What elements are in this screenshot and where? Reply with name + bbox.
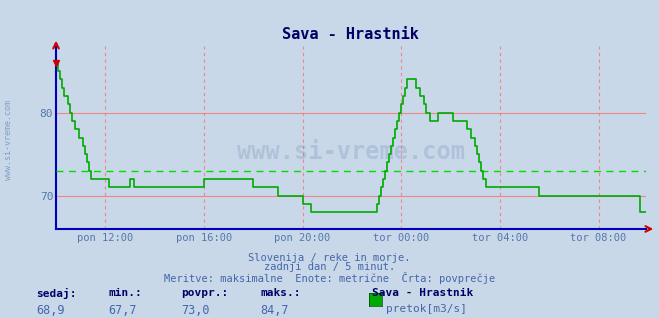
Text: pretok[m3/s]: pretok[m3/s] [386,304,467,314]
Text: 84,7: 84,7 [260,304,289,317]
Text: www.si-vreme.com: www.si-vreme.com [237,140,465,164]
Text: Meritve: maksimalne  Enote: metrične  Črta: povprečje: Meritve: maksimalne Enote: metrične Črta… [164,272,495,284]
Text: 73,0: 73,0 [181,304,210,317]
Text: zadnji dan / 5 minut.: zadnji dan / 5 minut. [264,262,395,272]
Text: povpr.:: povpr.: [181,288,229,298]
Title: Sava - Hrastnik: Sava - Hrastnik [283,27,419,42]
Text: maks.:: maks.: [260,288,301,298]
Text: 67,7: 67,7 [109,304,137,317]
Text: min.:: min.: [109,288,142,298]
Text: Slovenija / reke in morje.: Slovenija / reke in morje. [248,253,411,263]
Text: Sava - Hrastnik: Sava - Hrastnik [372,288,474,298]
Text: sedaj:: sedaj: [36,288,76,299]
Text: 68,9: 68,9 [36,304,65,317]
Text: www.si-vreme.com: www.si-vreme.com [4,100,13,180]
